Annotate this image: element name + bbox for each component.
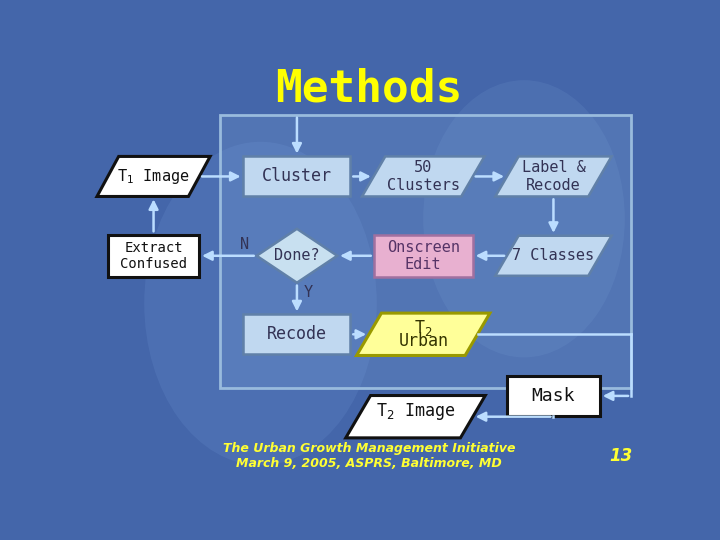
Text: Cluster: Cluster <box>262 167 332 185</box>
Text: Y: Y <box>304 285 313 300</box>
Text: Urban: Urban <box>398 332 449 350</box>
Text: Recode: Recode <box>267 325 327 343</box>
Polygon shape <box>256 229 337 283</box>
Polygon shape <box>356 313 490 355</box>
Text: N: N <box>240 238 249 253</box>
Text: Done?: Done? <box>274 248 320 264</box>
FancyBboxPatch shape <box>243 314 351 354</box>
Polygon shape <box>346 395 485 438</box>
Text: Label &
Recode: Label & Recode <box>521 160 585 193</box>
Ellipse shape <box>423 80 625 357</box>
Text: The Urban Growth Management Initiative
March 9, 2005, ASPRS, Baltimore, MD: The Urban Growth Management Initiative M… <box>222 442 516 470</box>
Text: Extract
Confused: Extract Confused <box>120 241 187 271</box>
Polygon shape <box>362 157 485 197</box>
FancyBboxPatch shape <box>243 157 351 197</box>
FancyBboxPatch shape <box>374 234 473 277</box>
Text: 7 Classes: 7 Classes <box>513 248 595 264</box>
FancyBboxPatch shape <box>108 234 199 277</box>
Text: 13: 13 <box>609 447 632 465</box>
Text: T$_1$ Image: T$_1$ Image <box>117 167 190 186</box>
Polygon shape <box>495 236 611 276</box>
Text: T$_2$: T$_2$ <box>414 318 433 338</box>
Polygon shape <box>97 157 210 197</box>
Text: Onscreen
Edit: Onscreen Edit <box>387 240 460 272</box>
Text: 50
Clusters: 50 Clusters <box>387 160 460 193</box>
Text: T$_2$ Image: T$_2$ Image <box>376 401 455 422</box>
Ellipse shape <box>144 142 377 465</box>
Text: Methods: Methods <box>275 68 463 111</box>
Polygon shape <box>495 157 611 197</box>
FancyBboxPatch shape <box>220 115 631 388</box>
FancyBboxPatch shape <box>507 376 600 416</box>
Text: Mask: Mask <box>531 387 575 405</box>
